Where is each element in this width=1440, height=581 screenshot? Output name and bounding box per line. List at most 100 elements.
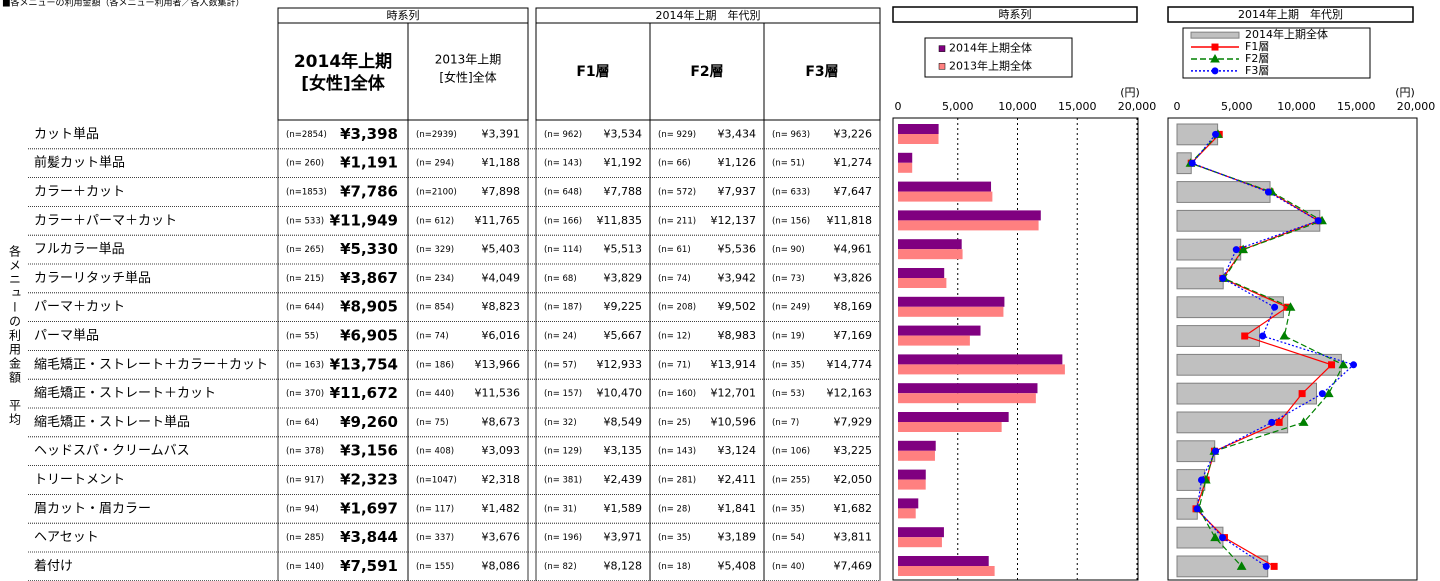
sample-size: (n= 337)	[416, 533, 454, 543]
sample-size: (n= 196)	[544, 533, 582, 543]
sample-size: (n= 53)	[772, 389, 805, 399]
legend-swatch	[1190, 31, 1240, 39]
sample-size: (n= 82)	[544, 562, 577, 572]
cell-value: ¥13,914	[711, 358, 757, 371]
cell-value: ¥5,536	[718, 243, 757, 256]
bar	[898, 537, 942, 548]
cell-value: ¥11,536	[475, 387, 521, 400]
plot-frame	[892, 117, 1139, 581]
cell-value: ¥11,765	[475, 214, 521, 227]
cell-value: ¥13,754	[330, 355, 398, 373]
sample-size: (n= 265)	[286, 245, 324, 255]
menu-name: 縮毛矯正・ストレート＋カラー＋カット	[34, 356, 268, 372]
cell-value: ¥9,225	[604, 300, 643, 313]
cell-value: ¥6,905	[340, 327, 398, 345]
cell-value: ¥3,226	[834, 127, 873, 140]
marker	[1275, 418, 1283, 426]
cell-value: ¥12,137	[711, 214, 757, 227]
menu-name: 眉カット・眉カラー	[34, 501, 151, 516]
sample-size: (n= 572)	[658, 188, 696, 198]
bar	[1176, 267, 1224, 290]
cell-value: ¥11,672	[330, 384, 398, 402]
menu-name: 縮毛矯正・ストレート＋カット	[34, 385, 216, 401]
x-tick-label: 5,000	[1221, 100, 1253, 113]
sample-size: (n= 156)	[772, 216, 810, 226]
cell-value: ¥7,929	[834, 415, 873, 428]
bar	[898, 325, 981, 336]
cell-value: ¥1,274	[834, 156, 873, 169]
cell-value: ¥3,942	[718, 271, 757, 284]
marker	[1270, 562, 1278, 570]
x-tick-label: 0	[1174, 100, 1181, 113]
menu-name: 着付け	[34, 558, 73, 574]
sample-size: (n= 381)	[544, 476, 582, 486]
menu-name: パーマ単品	[34, 328, 99, 344]
bar	[898, 440, 936, 451]
sample-size: (n= 186)	[416, 360, 454, 370]
bar	[898, 124, 939, 134]
sample-size: (n= 408)	[416, 447, 454, 457]
marker	[1338, 359, 1349, 369]
sample-size: (n=1853)	[286, 188, 327, 198]
unit-label: (円)	[1120, 86, 1140, 99]
sample-size: (n= 129)	[544, 447, 582, 457]
sample-size: (n= 12)	[658, 332, 691, 342]
cell-value: ¥5,513	[604, 243, 643, 256]
sample-size: (n= 260)	[286, 159, 324, 169]
side-label: 各メニューの利用金額 平均	[8, 244, 22, 427]
marker	[1210, 532, 1220, 542]
marker	[1262, 562, 1270, 570]
legend-label: 2014年上期全体	[1245, 27, 1328, 41]
sample-size: (n= 35)	[658, 533, 691, 543]
bar	[898, 450, 935, 461]
column-header-cell	[763, 22, 881, 121]
legend-label: 2014年上期全体	[949, 41, 1032, 55]
sample-size: (n= 61)	[658, 245, 691, 255]
sample-size: (n= 633)	[772, 188, 810, 198]
cell-value: ¥3,867	[340, 269, 398, 287]
bar	[898, 210, 1041, 221]
sample-size: (n= 854)	[416, 303, 454, 313]
sample-size: (n= 962)	[544, 130, 582, 140]
column-header: [女性]全体	[439, 70, 496, 85]
cell-value: ¥11,835	[597, 214, 643, 227]
cell-value: ¥2,411	[718, 473, 757, 486]
sample-size: (n= 32)	[544, 418, 577, 428]
cell-value: ¥1,192	[604, 156, 643, 169]
sample-size: (n= 25)	[658, 418, 691, 428]
bar	[898, 134, 939, 144]
bar	[1176, 382, 1317, 405]
sample-size: (n= 74)	[416, 332, 449, 342]
chart-title-box	[892, 6, 1138, 23]
sample-size: (n=2854)	[286, 130, 327, 140]
marker	[1264, 188, 1272, 196]
cell-value: ¥11,818	[827, 214, 873, 227]
legend-label: F2層	[1245, 52, 1269, 65]
bar	[898, 354, 1063, 365]
x-tick-label: 15,000	[1058, 100, 1097, 113]
cell-value: ¥3,398	[340, 125, 398, 143]
cell-value: ¥5,403	[482, 243, 521, 256]
marker	[1268, 418, 1276, 426]
bar	[1176, 353, 1342, 376]
x-tick-label: 10,000	[998, 100, 1037, 113]
sample-size: (n= 140)	[286, 562, 324, 572]
sample-size: (n= 929)	[658, 130, 696, 140]
cell-value: ¥3,135	[604, 444, 643, 457]
bar	[898, 239, 962, 250]
sample-size: (n= 28)	[658, 504, 691, 514]
sample-size: (n= 281)	[658, 476, 696, 486]
sample-size: (n= 155)	[416, 562, 454, 572]
bar	[898, 383, 1038, 394]
column-header: F2層	[690, 64, 723, 80]
sample-size: (n= 24)	[544, 332, 577, 342]
sample-size: (n= 57)	[544, 360, 577, 370]
bar	[898, 422, 1002, 432]
sample-size: (n= 644)	[286, 303, 324, 313]
sample-size: (n= 294)	[416, 159, 454, 169]
sample-size: (n= 211)	[658, 216, 696, 226]
cell-value: ¥3,124	[718, 444, 757, 457]
legend-swatch	[938, 45, 946, 52]
marker	[1298, 417, 1309, 426]
